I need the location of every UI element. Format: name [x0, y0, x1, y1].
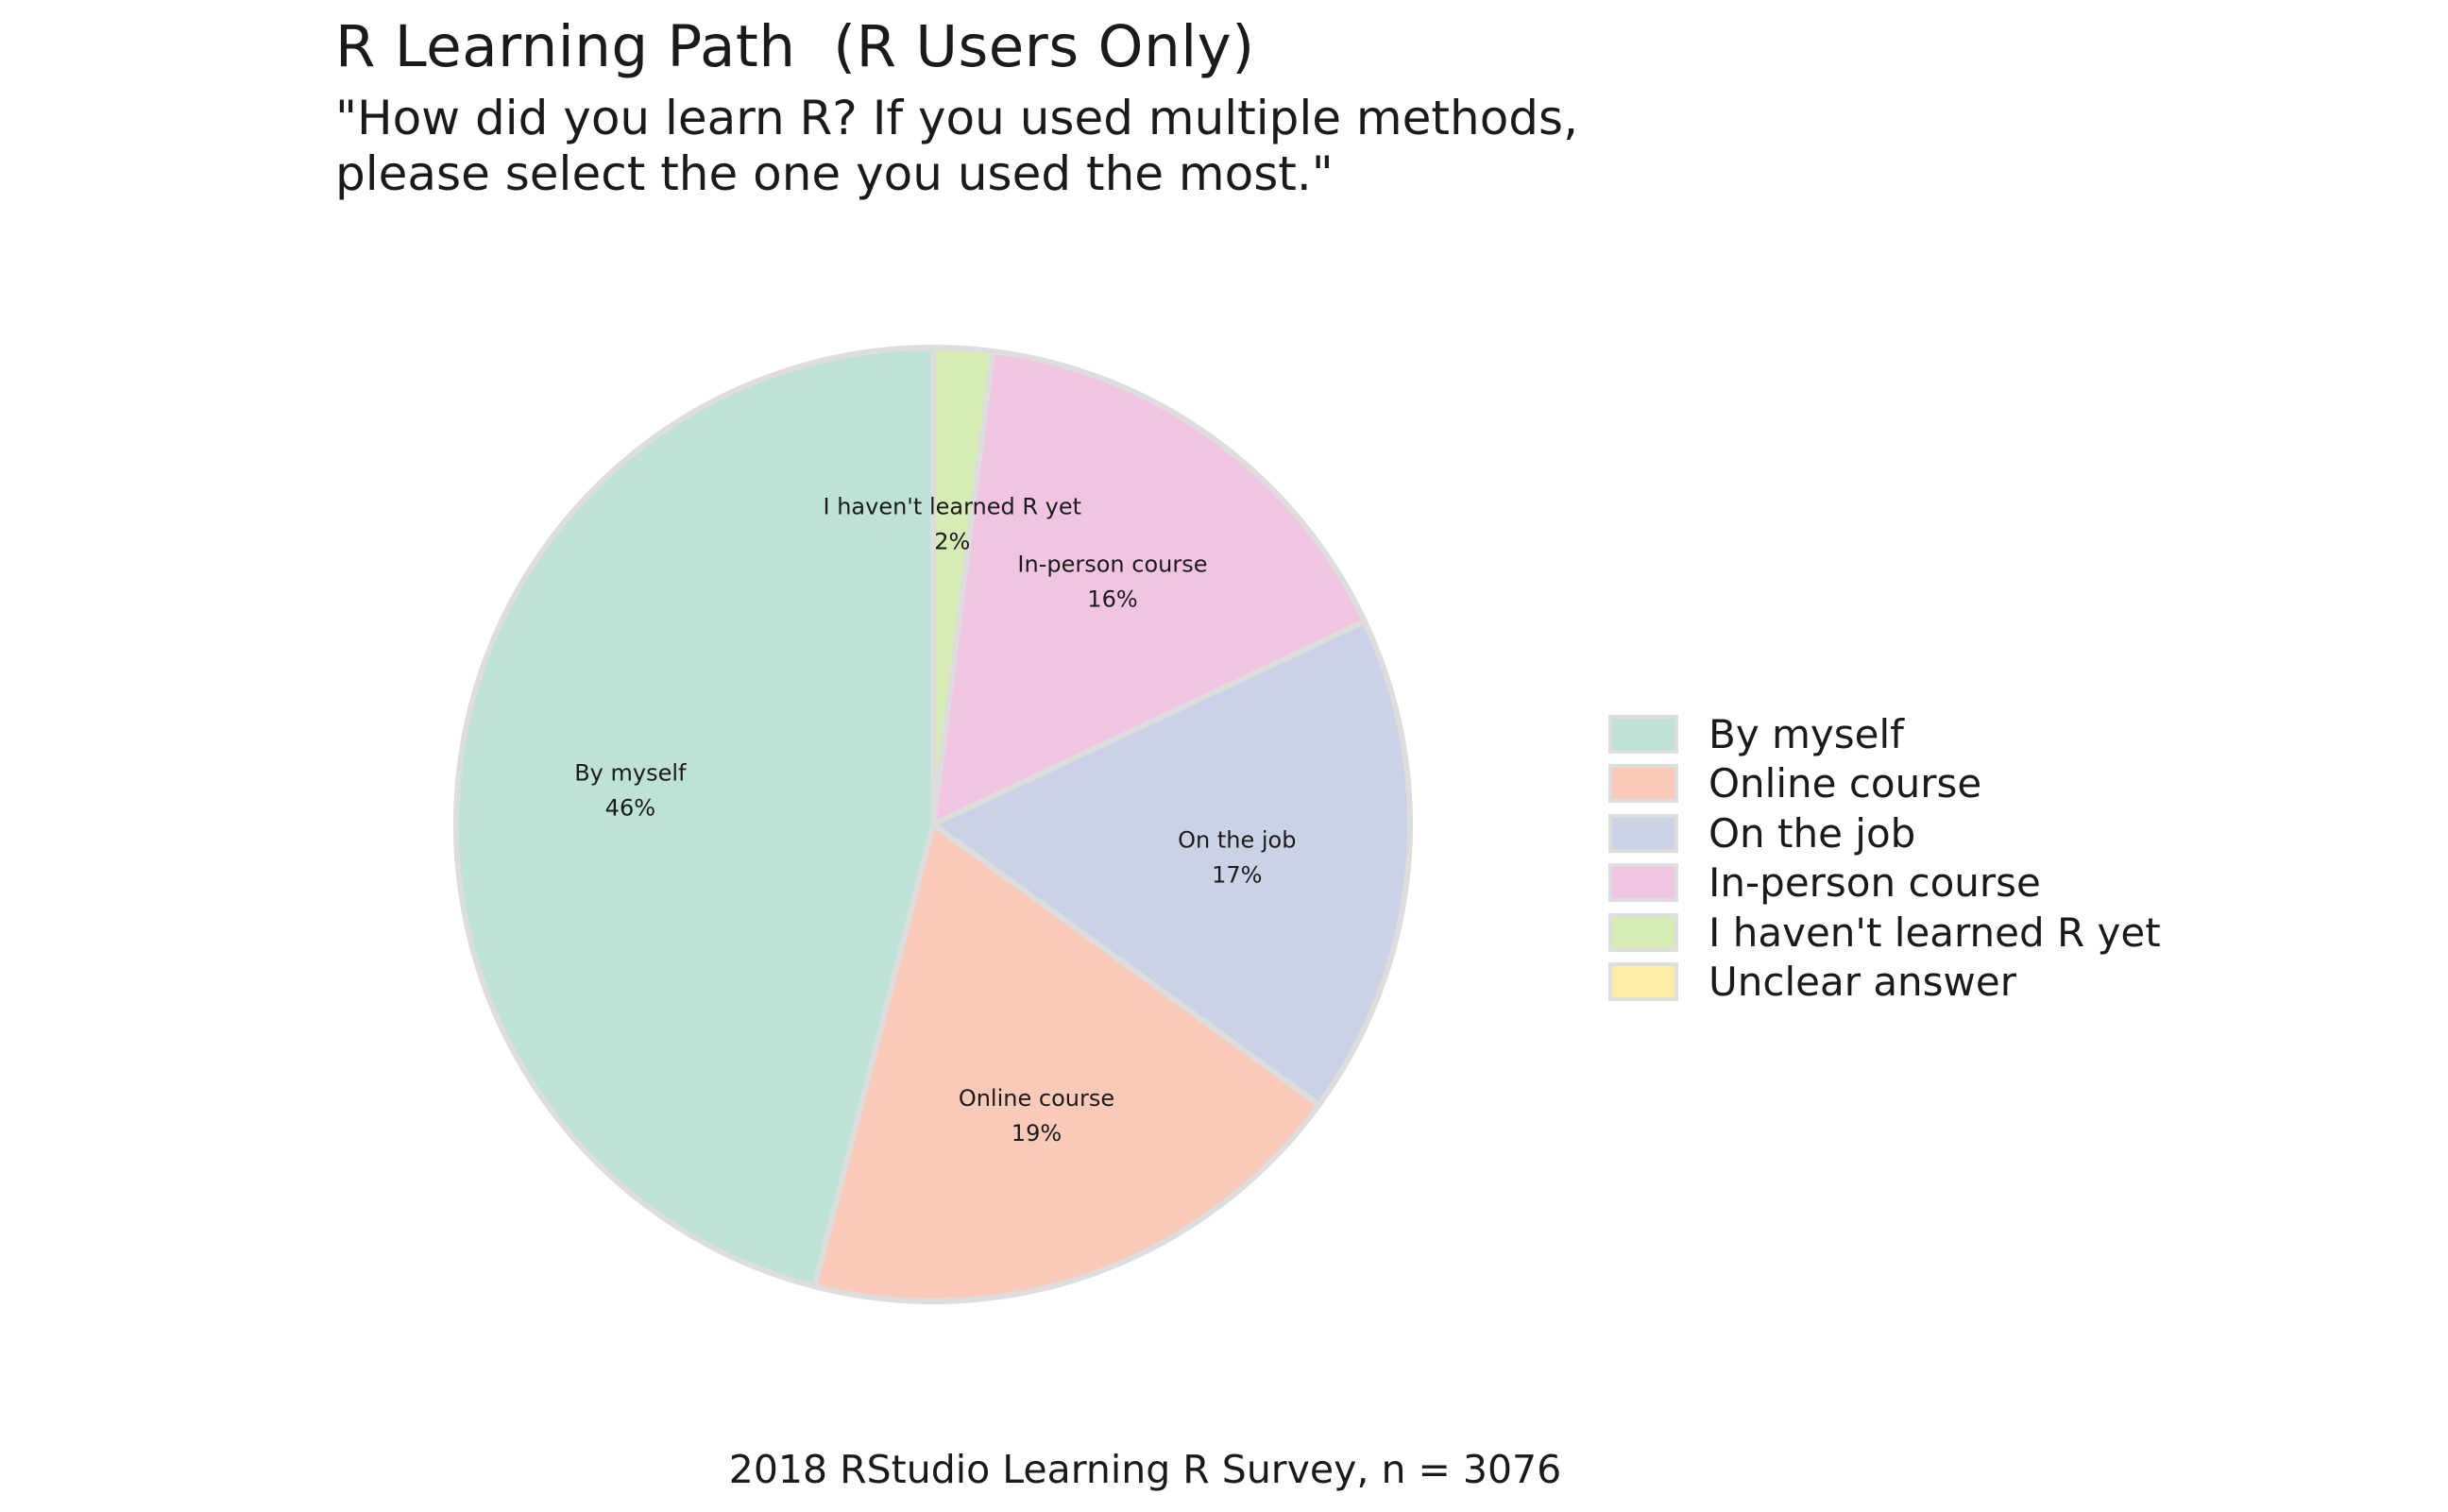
- legend-item: Online course: [1608, 759, 2161, 809]
- legend-item: In-person course: [1608, 858, 2161, 909]
- legend-label: In-person course: [1708, 859, 2041, 907]
- chart-title: R Learning Path (R Users Only): [335, 13, 1255, 80]
- legend-item: I haven't learned R yet: [1608, 908, 2161, 958]
- pie-slice-in-person-course: [930, 348, 1368, 827]
- slice-percent-i-haven-t-learned-r-yet: 2%: [934, 528, 970, 554]
- pie-slice-on-the-job: [930, 618, 1413, 1108]
- legend-swatch: [1608, 863, 1678, 903]
- legend-swatch: [1608, 764, 1678, 804]
- subtitle-line-2: please select the one you used the most.…: [335, 146, 1334, 201]
- chart-caption: 2018 RStudio Learning R Survey, n = 3076: [728, 1447, 1562, 1492]
- legend-swatch: [1608, 912, 1678, 952]
- slice-label-online-course: Online course: [959, 1085, 1114, 1112]
- legend-item: On the job: [1608, 808, 2161, 858]
- legend-label: Unclear answer: [1708, 959, 2017, 1006]
- legend-label: Online course: [1708, 760, 1982, 807]
- slice-label-on-the-job: On the job: [1178, 826, 1296, 853]
- slice-percent-by-myself: 46%: [605, 794, 655, 821]
- legend-item: Unclear answer: [1608, 958, 2161, 1008]
- legend: By myself Online course On the job In-pe…: [1608, 709, 2161, 1007]
- legend-label: I haven't learned R yet: [1708, 909, 2161, 956]
- legend-label: On the job: [1708, 809, 1916, 857]
- slice-percent-online-course: 19%: [1012, 1120, 1062, 1147]
- legend-swatch: [1608, 962, 1678, 1002]
- legend-swatch: [1608, 714, 1678, 754]
- slice-label-by-myself: By myself: [574, 759, 687, 786]
- slice-percent-in-person-course: 16%: [1087, 586, 1137, 613]
- legend-label: By myself: [1708, 710, 1904, 757]
- slice-label-i-haven-t-learned-r-yet: I haven't learned R yet: [824, 493, 1082, 519]
- pie-slice-by-myself: [453, 345, 936, 1290]
- legend-item: By myself: [1608, 709, 2161, 759]
- subtitle-line-1: "How did you learn R? If you used multip…: [335, 91, 1578, 145]
- pie-slice-online-course: [811, 822, 1322, 1304]
- chart-subtitle: "How did you learn R? If you used multip…: [335, 91, 1752, 202]
- slice-percent-on-the-job: 17%: [1212, 861, 1262, 888]
- slice-label-in-person-course: In-person course: [1017, 552, 1207, 578]
- legend-swatch: [1608, 813, 1678, 853]
